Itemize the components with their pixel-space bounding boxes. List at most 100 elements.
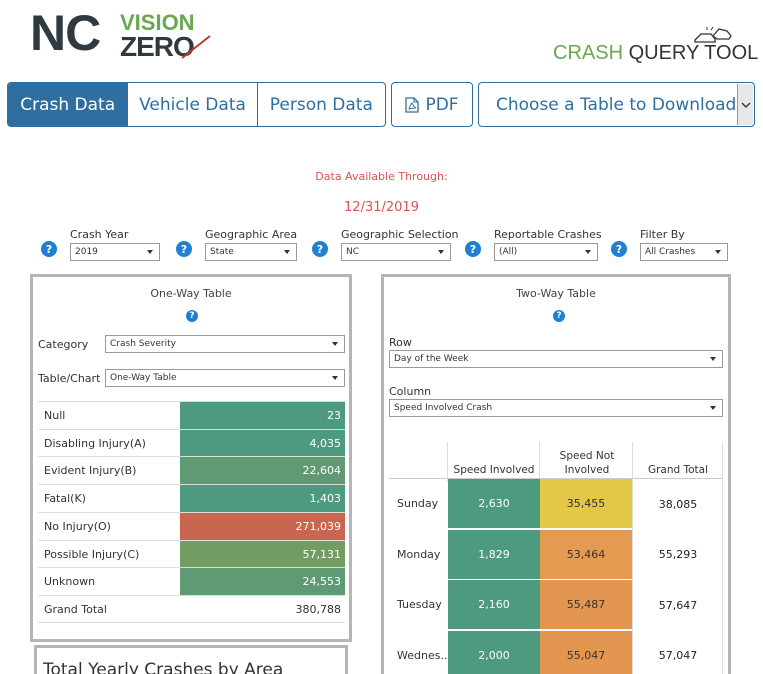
table-chart-select[interactable]: One-Way Table [105,369,345,387]
speed-not-involved-cell[interactable]: 35,455 [540,479,632,529]
filter-by-value: All Crashes [645,247,696,257]
data-available-label: Data Available Through: [315,170,448,183]
header-grand-total: Grand Total [647,464,709,476]
cars-crash-icon [694,26,732,43]
one-way-row: Unknown 24,553 [38,567,345,596]
logo-vision-text: VISION [120,10,195,35]
one-way-row-label: Unknown [44,575,96,589]
crash-query-tool-title: CRASH QUERY TOOL [553,26,758,64]
nc-vision-zero-logo: NC VISION ZERO [30,8,220,62]
grand-total-label: Grand Total [44,602,107,616]
grand-total-cell: 57,647 [658,598,698,612]
one-way-row-label: Disabling Injury(A) [44,436,146,450]
help-filter-by-icon[interactable]: ? [611,241,627,257]
one-way-row: Evident Injury(B) 22,604 [38,456,345,485]
pdf-button[interactable]: PDF [391,82,473,127]
yearly-crashes-title: Total Yearly Crashes by Area [43,660,284,674]
pdf-label: PDF [425,94,459,115]
two-way-row-label: Sunday [397,497,439,510]
crash-year-select[interactable]: 2019 [70,243,160,261]
dropdown-arrow-icon [332,376,338,380]
two-way-row-label: Tuesday [397,598,442,611]
one-way-row-label: Fatal(K) [44,492,86,506]
column-value: Speed Involved Crash [394,403,493,413]
one-way-row: Fatal(K) 1,403 [38,484,345,513]
geographic-area-label: Geographic Area [205,228,298,241]
speed-involved-cell[interactable]: 2,630 [448,479,540,529]
two-way-header-divider [389,478,723,479]
dropdown-arrow-icon [332,342,338,346]
two-way-row-label: Monday [397,547,441,561]
help-geographic-selection-icon[interactable]: ? [312,241,328,257]
one-way-row-value[interactable]: 23 [180,402,345,429]
speed-involved-cell[interactable]: 2,000 [448,630,540,674]
geographic-selection-select[interactable]: NC [341,243,451,261]
one-way-row: Possible Injury(C) 57,131 [38,539,345,568]
one-way-row-label: Possible Injury(C) [44,547,140,561]
geographic-selection-label: Geographic Selection [341,228,459,241]
one-way-row-label: Null [44,409,66,422]
one-way-row-value[interactable]: 57,131 [180,540,345,568]
row-label: Row [389,336,412,349]
download-table-select[interactable]: Choose a Table to Download: [478,82,755,127]
one-way-row-value[interactable]: 22,604 [180,457,345,485]
category-select[interactable]: Crash Severity [105,335,345,353]
speed-involved-cell[interactable]: 1,829 [448,529,540,580]
header-speed-involved: Speed Involved [453,464,535,476]
two-way-table-panel: Two-Way Table ? Row Day of the Week Colu… [381,274,731,674]
column-label: Column [389,385,432,398]
table-chart-label: Table/Chart [38,372,101,385]
grand-total-cell: 38,085 [658,497,698,511]
dropdown-arrow-icon [284,250,290,254]
data-available-date: 12/31/2019 [344,200,419,215]
help-one-way-icon[interactable]: ? [186,310,198,322]
category-label: Category [38,338,89,351]
one-way-row: Disabling Injury(A) 4,035 [38,428,345,457]
speed-not-involved-cell[interactable]: 55,487 [540,580,632,630]
dropdown-arrow-icon [715,250,721,254]
one-way-row: Null 23 [38,401,345,429]
one-way-row-value[interactable]: 4,035 [180,429,345,457]
dropdown-arrow-icon [710,357,716,361]
one-way-table-panel: One-Way Table ? Category Crash Severity … [30,274,352,642]
geographic-area-select[interactable]: State [205,243,297,261]
geographic-area-value: State [210,247,234,257]
one-way-row-value[interactable]: 24,553 [180,568,345,596]
reportable-crashes-select[interactable]: (All) [494,243,598,261]
reportable-crashes-value: (All) [499,247,518,257]
header-speed-not-involved: Speed Not Involved [559,450,615,476]
grand-total-cell: 55,293 [658,548,698,561]
download-select-value: Choose a Table to Download: [496,94,743,115]
one-way-row-value[interactable]: 271,039 [180,512,345,540]
column-select[interactable]: Speed Involved Crash [389,399,723,417]
one-way-row-label: Evident Injury(B) [44,464,137,478]
tab-person-data[interactable]: Person Data [269,94,373,115]
grand-total-cell: 57,047 [658,649,698,662]
yearly-crashes-panel: Total Yearly Crashes by Area [34,645,348,674]
two-way-col-divider [447,442,448,482]
pdf-file-icon [405,96,420,113]
logo-zero-text: ZERO [120,31,195,62]
row-value: Day of the Week [394,354,469,364]
speed-involved-cell[interactable]: 2,160 [448,580,540,630]
help-reportable-crashes-icon[interactable]: ? [465,241,481,257]
speed-not-involved-cell[interactable]: 55,047 [540,630,632,674]
one-way-grand-total-row: Grand Total 380,788 [38,594,345,623]
one-way-row: No Injury(O) 271,039 [38,511,345,540]
data-tabs: Crash Data Vehicle Data Person Data [7,82,386,127]
two-way-table-title: Two-Way Table [516,287,596,300]
help-two-way-icon[interactable]: ? [553,310,565,322]
help-geographic-area-icon[interactable]: ? [176,241,192,257]
tab-vehicle-data[interactable]: Vehicle Data [128,83,258,126]
speed-not-involved-cell[interactable]: 53,464 [540,529,632,580]
row-select[interactable]: Day of the Week [389,350,723,368]
help-crash-year-icon[interactable]: ? [41,241,57,257]
tab-crash-data[interactable]: Crash Data [8,83,129,126]
two-way-col-divider [632,442,633,674]
geographic-selection-value: NC [346,247,360,257]
crash-year-label: Crash Year [70,228,129,241]
one-way-row-value[interactable]: 1,403 [180,485,345,513]
one-way-table-title: One-Way Table [150,287,232,300]
one-way-row-label: No Injury(O) [44,519,111,533]
filter-by-select[interactable]: All Crashes [640,243,728,261]
